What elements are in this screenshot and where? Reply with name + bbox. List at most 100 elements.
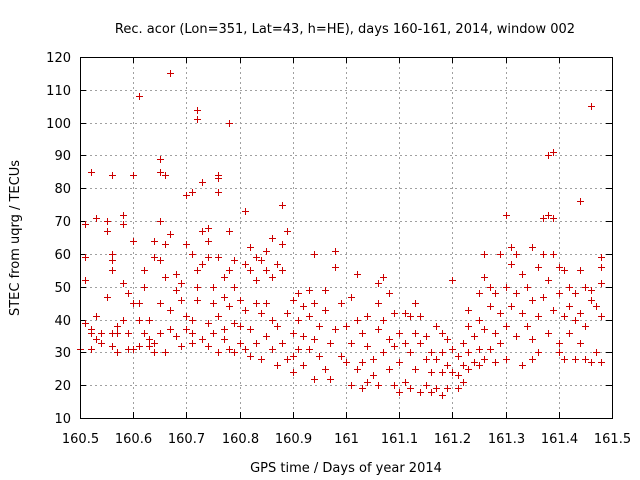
data-point <box>513 290 520 297</box>
data-point <box>226 267 233 274</box>
data-point <box>508 244 515 251</box>
data-point <box>226 346 233 353</box>
data-point <box>391 382 398 389</box>
data-point <box>423 382 430 389</box>
data-point <box>88 346 95 353</box>
data-point <box>215 254 222 261</box>
grid-lines <box>80 57 612 418</box>
data-point <box>146 336 153 343</box>
data-point <box>561 313 568 320</box>
data-point <box>465 349 472 356</box>
data-point <box>247 326 254 333</box>
data-point <box>322 366 329 373</box>
data-point <box>295 290 302 297</box>
data-point <box>396 389 403 396</box>
data-point <box>550 307 557 314</box>
chart-title: Rec. acor (Lon=351, Lat=43, h=HE), days … <box>115 22 575 37</box>
data-point <box>503 212 510 219</box>
data-point <box>120 221 127 228</box>
y-axis-label: STEC from uqrg / TECUs <box>8 160 23 316</box>
data-point <box>476 346 483 353</box>
y-tick-label: 110 <box>46 84 71 99</box>
data-point <box>300 333 307 340</box>
data-point <box>109 343 116 350</box>
data-point <box>476 317 483 324</box>
data-point <box>396 359 403 366</box>
y-tick-label: 30 <box>54 346 71 361</box>
data-point <box>231 284 238 291</box>
data-point <box>598 280 605 287</box>
data-point <box>577 310 584 317</box>
data-point <box>253 340 260 347</box>
data-point <box>455 372 462 379</box>
data-point <box>566 303 573 310</box>
data-point <box>519 310 526 317</box>
data-point <box>205 320 212 327</box>
data-point <box>519 362 526 369</box>
data-point <box>497 251 504 258</box>
data-point <box>258 356 265 363</box>
data-point <box>439 330 446 337</box>
data-point <box>114 323 121 330</box>
data-point <box>199 179 206 186</box>
data-point <box>194 116 201 123</box>
data-point <box>465 323 472 330</box>
data-point <box>402 310 409 317</box>
data-point <box>93 336 100 343</box>
data-point <box>146 343 153 350</box>
data-point <box>386 336 393 343</box>
data-point <box>364 379 371 386</box>
x-tick-labels: 160.5 160.6 160.7 160.8 160.9 161 161.1 161.2 16… <box>62 432 631 447</box>
data-point <box>577 267 584 274</box>
data-point <box>535 264 542 271</box>
data-point <box>471 333 478 340</box>
y-tick-label: 90 <box>54 149 71 164</box>
data-point <box>98 340 105 347</box>
data-point <box>460 379 467 386</box>
data-point <box>540 215 547 222</box>
data-point <box>205 343 212 350</box>
data-point <box>354 366 361 373</box>
data-point <box>279 202 286 209</box>
data-point <box>487 346 494 353</box>
data-point <box>449 277 456 284</box>
data-point <box>247 244 254 251</box>
data-point <box>412 366 419 373</box>
data-point <box>157 218 164 225</box>
data-point <box>215 189 222 196</box>
data-point <box>364 343 371 350</box>
x-tick-label: 161.2 <box>434 432 471 447</box>
data-point <box>104 228 111 235</box>
data-point <box>231 320 238 327</box>
data-point <box>396 330 403 337</box>
data-point <box>439 369 446 376</box>
data-point <box>263 300 270 307</box>
data-point <box>540 294 547 301</box>
data-point <box>130 300 137 307</box>
data-point <box>125 330 132 337</box>
x-tick-label: 160.5 <box>62 432 99 447</box>
data-point <box>439 349 446 356</box>
data-point <box>258 310 265 317</box>
data-point <box>300 362 307 369</box>
data-point <box>582 284 589 291</box>
data-point <box>529 356 536 363</box>
data-point <box>178 280 185 287</box>
data-point <box>210 300 217 307</box>
data-point <box>327 340 334 347</box>
data-point <box>237 323 244 330</box>
data-point <box>343 359 350 366</box>
data-point <box>391 310 398 317</box>
x-tick-label: 161.4 <box>541 432 578 447</box>
data-point <box>82 221 89 228</box>
data-point <box>407 385 414 392</box>
data-point <box>375 326 382 333</box>
data-point <box>572 290 579 297</box>
data-point <box>417 340 424 347</box>
data-point <box>284 356 291 363</box>
data-point <box>167 70 174 77</box>
data-point <box>545 212 552 219</box>
data-point <box>157 330 164 337</box>
data-point <box>300 303 307 310</box>
